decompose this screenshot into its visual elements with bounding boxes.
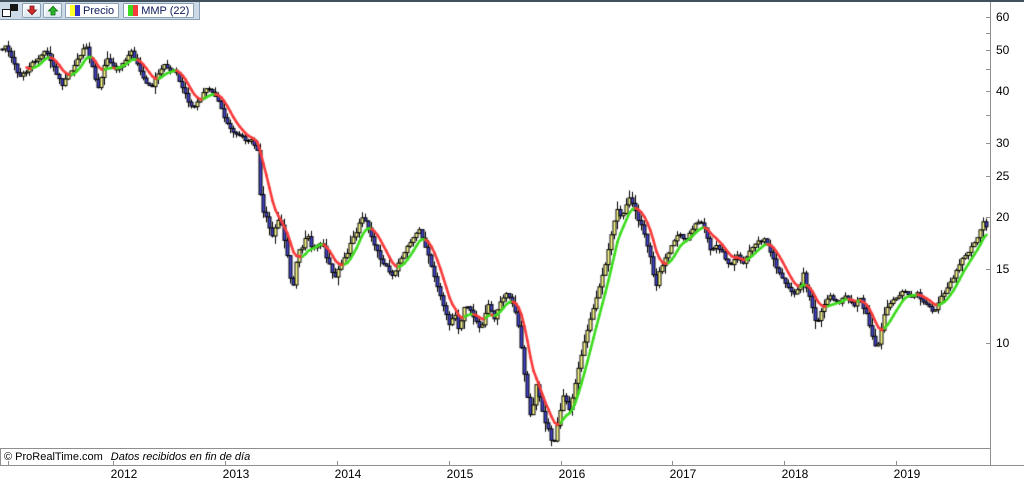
x-year-label: 2016 bbox=[558, 467, 586, 481]
y-tick-label: 60 bbox=[996, 10, 1010, 24]
front-window-glyph bbox=[2, 9, 11, 17]
y-tick bbox=[986, 69, 990, 70]
x-tick bbox=[337, 461, 338, 466]
x-tick bbox=[784, 461, 785, 466]
x-tick bbox=[225, 461, 226, 466]
back-window-glyph bbox=[10, 4, 18, 11]
y-tick bbox=[986, 33, 990, 34]
copyright-text: © ProRealTime.com bbox=[4, 451, 103, 463]
x-year-label: 2013 bbox=[222, 467, 250, 481]
y-tick bbox=[986, 115, 990, 116]
legend-mmp-button[interactable]: MMP (22) bbox=[123, 3, 195, 18]
scroll-up-button[interactable] bbox=[43, 3, 62, 18]
precio-swatch-down bbox=[75, 5, 80, 16]
x-year-label: 2014 bbox=[334, 467, 362, 481]
y-tick-label: 30 bbox=[996, 136, 1010, 150]
y-tick bbox=[986, 176, 990, 177]
x-tick bbox=[561, 461, 562, 466]
legend-mmp-label: MMP (22) bbox=[141, 4, 190, 17]
legend-precio-label: Precio bbox=[83, 4, 115, 17]
x-year-label: 2017 bbox=[669, 467, 697, 481]
mmp-swatch-down bbox=[133, 5, 139, 16]
overlapping-windows-icon[interactable] bbox=[2, 4, 18, 17]
red-down-arrow-icon bbox=[26, 5, 38, 16]
x-year-label: 2019 bbox=[893, 467, 921, 481]
data-note: Datos recibidos en fin de día bbox=[110, 451, 251, 463]
y-tick bbox=[986, 91, 990, 92]
y-tick bbox=[986, 343, 990, 344]
x-year-label: 2012 bbox=[110, 467, 138, 481]
y-tick bbox=[986, 217, 990, 218]
y-axis-line bbox=[990, 2, 991, 465]
y-tick-label: 25 bbox=[996, 169, 1010, 183]
x-tick bbox=[449, 461, 450, 466]
x-year-label: 2018 bbox=[781, 467, 809, 481]
chart-toolbar: Precio MMP (22) bbox=[0, 2, 201, 20]
x-axis[interactable]: 2012 2013 2014 2015 2016 2017 2018 2019 bbox=[0, 461, 1024, 482]
y-tick-label: 20 bbox=[996, 210, 1010, 224]
scroll-down-button[interactable] bbox=[22, 3, 41, 18]
price-chart-canvas[interactable] bbox=[0, 0, 990, 448]
y-tick bbox=[986, 50, 990, 51]
y-tick-label: 10 bbox=[996, 336, 1010, 350]
y-tick bbox=[986, 269, 990, 270]
y-tick bbox=[986, 17, 990, 18]
top-border bbox=[0, 0, 1024, 2]
x-tick bbox=[672, 461, 673, 466]
x-tick bbox=[896, 461, 897, 466]
x-tick bbox=[113, 461, 114, 466]
mmp-swatch-icon bbox=[128, 5, 139, 16]
green-up-arrow-icon bbox=[47, 5, 59, 16]
y-tick-label: 40 bbox=[996, 84, 1010, 98]
x-year-label: 2015 bbox=[446, 467, 474, 481]
precio-swatch-up bbox=[70, 5, 75, 16]
mmp-swatch-up bbox=[128, 5, 134, 16]
y-tick bbox=[986, 143, 990, 144]
y-tick-label: 15 bbox=[996, 262, 1010, 276]
copyright-strip: © ProRealTime.com Datos recibidos en fin… bbox=[0, 448, 990, 465]
precio-swatch-icon bbox=[70, 5, 80, 16]
y-tick-label: 50 bbox=[996, 43, 1010, 57]
x-tick bbox=[8, 461, 9, 466]
legend-precio-button[interactable]: Precio bbox=[65, 3, 120, 18]
